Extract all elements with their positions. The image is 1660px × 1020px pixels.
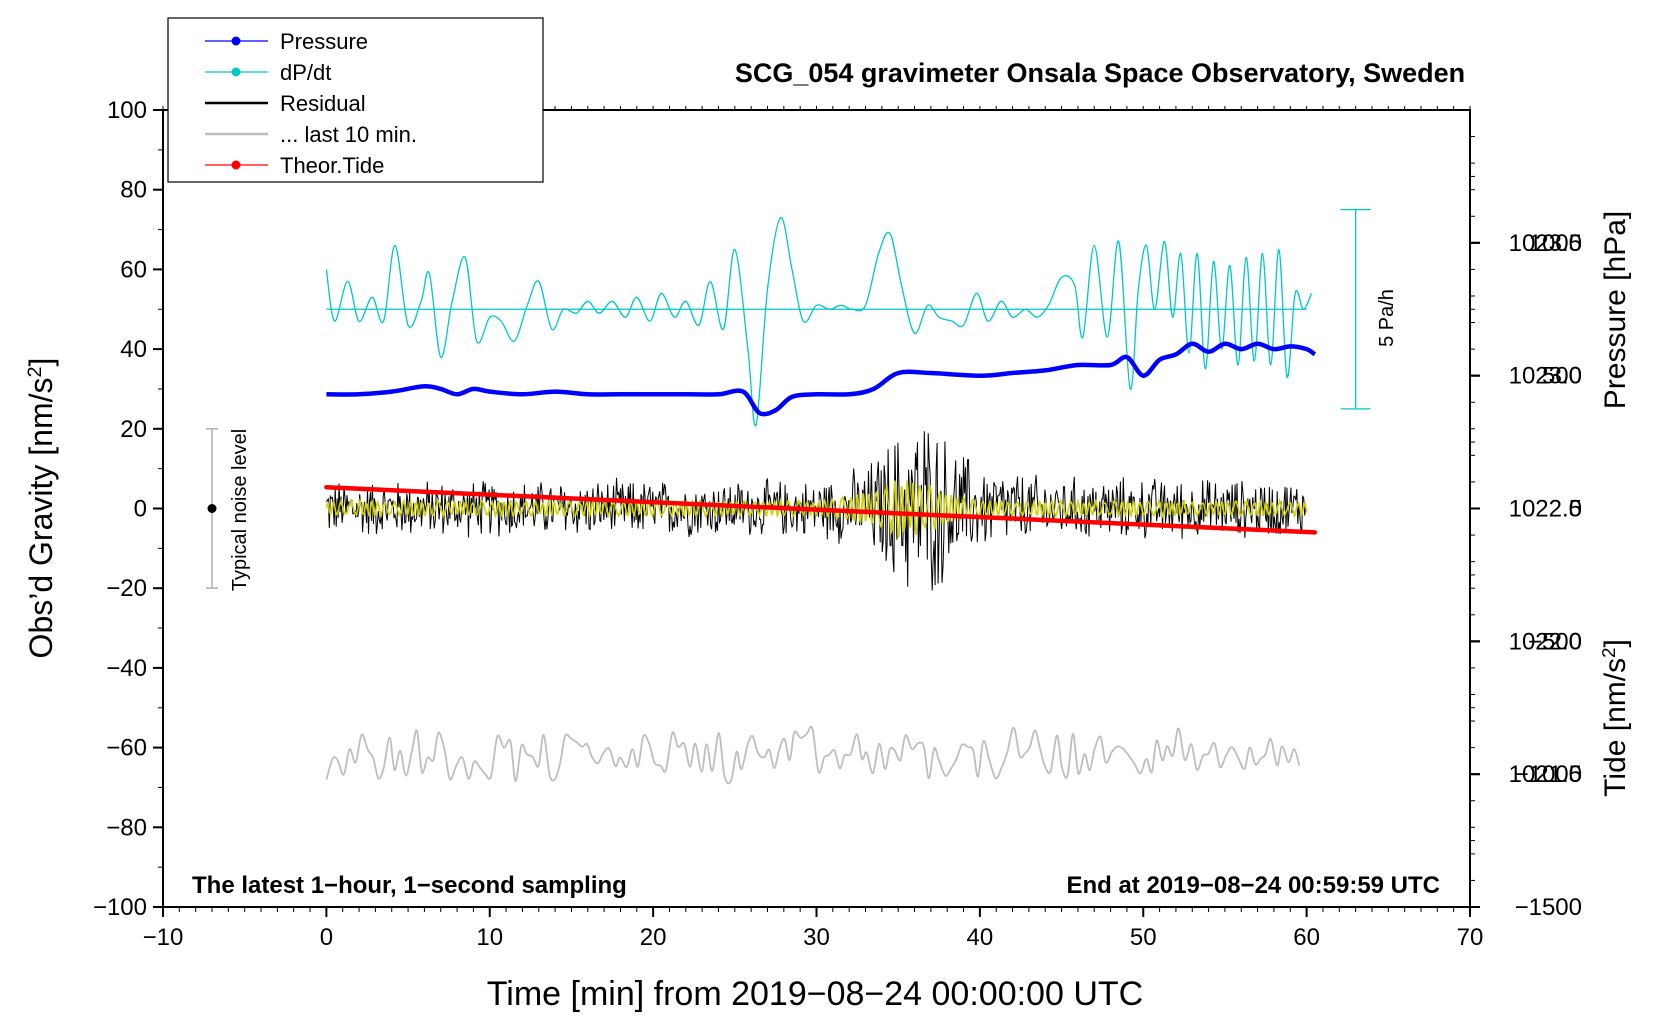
y-tick-label: 80: [120, 177, 147, 204]
y-axis-label-pressure: Pressure [hPa]: [1599, 211, 1632, 409]
last-10-min-line: [325, 725, 1301, 785]
residual-smoothed-line: [325, 480, 1308, 539]
y-tick-label: 0: [134, 496, 147, 523]
chart-title: SCG_054 gravimeter Onsala Space Observat…: [735, 58, 1465, 88]
x-tick-label: 60: [1293, 924, 1320, 951]
x-tick-label: 0: [320, 924, 333, 951]
tide-line: [324, 484, 1318, 535]
annotation-end-time: End at 2019−08−24 00:59:59 UTC: [1066, 872, 1440, 899]
y-tick-label: −20: [106, 575, 147, 602]
legend-box: [167, 17, 544, 183]
legend-entry: Theor.Tide: [205, 153, 384, 178]
noise-bar-center: [207, 504, 217, 513]
x-tick-label: 10: [476, 924, 503, 951]
dpdt-line: [325, 216, 1313, 427]
tide-tick-label: −1000: [1515, 761, 1582, 788]
x-tick-label: 20: [640, 924, 667, 951]
y-tick-label: −40: [106, 655, 147, 682]
legend-swatch-marker: [231, 36, 241, 46]
tide-tick-label: 1000: [1529, 230, 1582, 257]
legend-label: Residual: [280, 91, 366, 116]
x-tick-label: −10: [143, 924, 184, 951]
legend-entries: Pressure dP/dt Residual ... last 10 min. The…: [205, 29, 417, 178]
y-tick-label: 20: [120, 416, 147, 443]
noise-level-label: Typical noise level: [229, 429, 251, 591]
y-axis-label-left: Obs’d Gravity [nm/s2]: [23, 358, 59, 659]
legend-label: ... last 10 min.: [280, 122, 417, 147]
legend-entry: Pressure: [205, 29, 368, 54]
series-layer: [206, 208, 1371, 785]
legend-label: Pressure: [280, 29, 368, 54]
y-tick-label: 100: [107, 97, 147, 124]
y-axis-label-tide: Tide [nm/s2]: [1598, 639, 1633, 797]
y-tick-label: −60: [106, 735, 147, 762]
tide-tick-label: 500: [1542, 363, 1582, 390]
dpdt-scale-label: 5 Pa/h: [1376, 289, 1398, 347]
axes-layer: −10 0 10 20 30 40 50 60 70−100−80−60−40−20020406…: [93, 97, 1582, 951]
pressure-line: [326, 341, 1317, 417]
pressure-tick-label: 1022.0: [1509, 628, 1582, 655]
legend-swatch-marker: [231, 160, 241, 170]
y-tick-label: 40: [120, 336, 147, 363]
x-tick-label: 40: [967, 924, 994, 951]
legend-label: Theor.Tide: [280, 153, 384, 178]
tide-tick-label: 0: [1569, 496, 1582, 523]
pressure-tick-label: 1021.5: [1509, 761, 1582, 788]
legend: Pressure dP/dt Residual ... last 10 min. The…: [167, 17, 544, 183]
pressure-tick-label: 1022.5: [1509, 496, 1582, 523]
pressure-tick-label: 1023.5: [1509, 230, 1582, 257]
x-tick-label: 30: [803, 924, 830, 951]
x-axis-label: Time [min] from 2019−08−24 00:00:00 UTC: [487, 975, 1143, 1013]
y-tick-label: −80: [106, 814, 147, 841]
legend-entry: ... last 10 min.: [205, 122, 417, 147]
tide-tick-label: −1500: [1515, 894, 1582, 921]
tide-tick-label: −500: [1528, 628, 1582, 655]
legend-swatch-marker: [231, 67, 241, 77]
x-tick-label: 50: [1130, 924, 1157, 951]
legend-entry: dP/dt: [205, 60, 331, 85]
x-tick-label: 70: [1457, 924, 1484, 951]
legend-entry: Residual: [205, 91, 366, 116]
pressure-tick-label: 1023.0: [1509, 363, 1582, 390]
y-tick-label: −100: [93, 894, 147, 921]
y-tick-label: 60: [120, 256, 147, 283]
annotation-sampling: The latest 1−hour, 1−second sampling: [192, 872, 627, 899]
legend-label: dP/dt: [280, 60, 331, 85]
